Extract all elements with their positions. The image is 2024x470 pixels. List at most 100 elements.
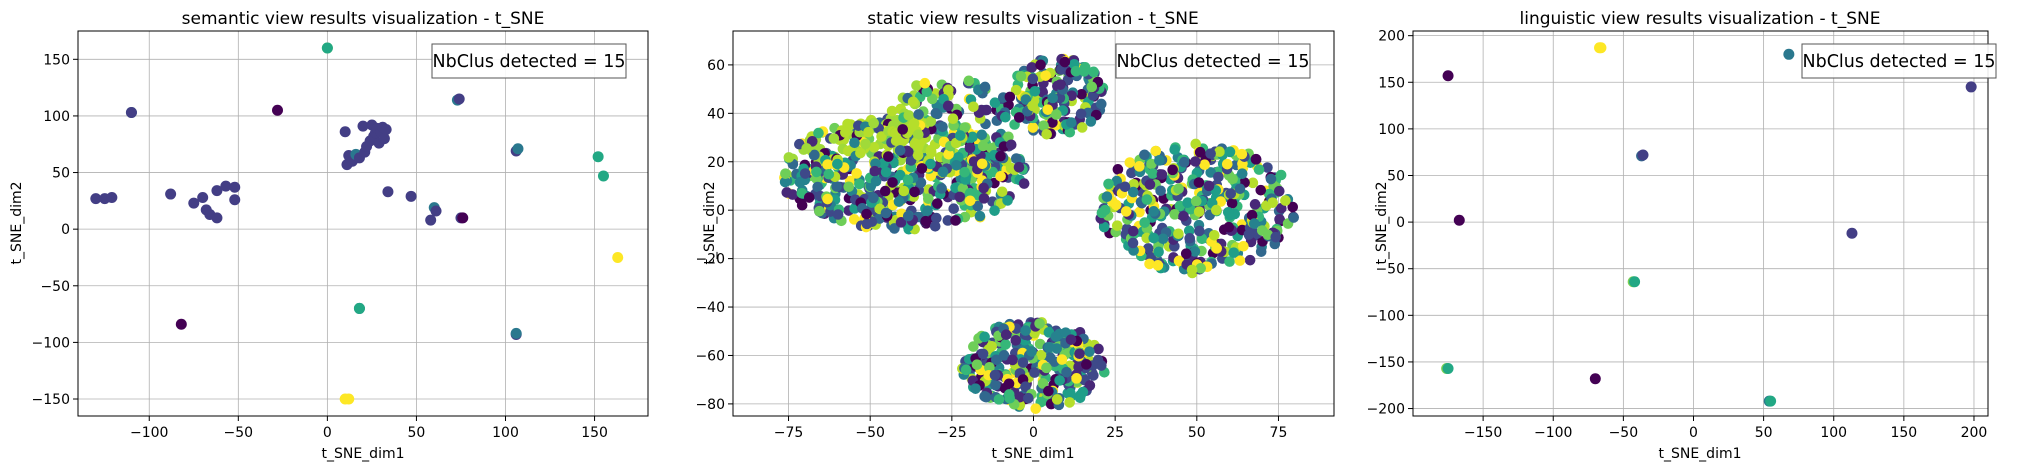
data-point (890, 135, 902, 147)
data-point (870, 158, 881, 169)
data-point (984, 362, 995, 373)
data-point (916, 163, 928, 174)
data-point (1020, 94, 1032, 105)
x-tick-label: −75 (774, 425, 804, 441)
data-point (1178, 156, 1190, 168)
data-point (597, 170, 609, 182)
data-point (211, 185, 223, 197)
data-point (1595, 42, 1607, 54)
data-point (405, 190, 417, 202)
data-point (343, 393, 355, 405)
data-point (976, 158, 988, 170)
x-tick-label: 150 (581, 425, 608, 441)
data-point (783, 152, 795, 163)
data-point (950, 160, 962, 171)
y-tick-label: 50 (1387, 168, 1405, 184)
data-point (1029, 367, 1040, 378)
data-point (964, 187, 976, 199)
data-point (915, 177, 927, 188)
y-axis-label: t_SNE_dim2 (1374, 181, 1390, 264)
y-axis-label: t_SNE_dim2 (702, 181, 718, 264)
data-point (1085, 116, 1097, 127)
data-point (1144, 258, 1155, 270)
data-point (809, 149, 820, 161)
data-point (868, 142, 880, 153)
data-point (974, 210, 986, 222)
data-point (1004, 392, 1016, 404)
data-point (883, 151, 894, 162)
data-point (1256, 225, 1268, 236)
data-point (1098, 221, 1110, 233)
data-point (863, 126, 874, 138)
data-point (971, 359, 983, 370)
data-point (1088, 66, 1099, 78)
y-tick-label: 150 (1378, 75, 1405, 91)
data-point (1047, 117, 1058, 128)
data-point (1070, 65, 1082, 77)
data-point (1213, 171, 1224, 183)
data-point (920, 215, 931, 227)
data-point (887, 177, 898, 188)
x-tick-label: 50 (408, 425, 426, 441)
x-tick-label: −50 (1609, 425, 1639, 441)
data-point (1059, 56, 1071, 68)
data-point (1041, 362, 1052, 374)
data-point (1255, 184, 1267, 196)
data-point (1267, 197, 1278, 208)
data-point (1194, 146, 1206, 158)
data-point (959, 122, 971, 133)
data-point (912, 129, 924, 140)
linguistic-view-chart: linguistic view results visualization - … (1367, 9, 1997, 462)
data-point (430, 205, 442, 217)
data-points (1441, 42, 1977, 407)
data-point (1051, 109, 1062, 120)
data-point (1005, 139, 1017, 151)
data-point (822, 193, 833, 205)
data-point (457, 212, 469, 224)
data-point (612, 251, 624, 263)
data-point (1018, 178, 1030, 189)
data-point (211, 212, 223, 224)
data-point (1182, 197, 1193, 209)
data-point (1262, 162, 1273, 173)
data-point (1061, 366, 1072, 378)
data-point (870, 175, 882, 187)
data-point (978, 193, 990, 204)
data-point (1193, 177, 1205, 188)
data-point (959, 166, 970, 178)
data-point (1027, 73, 1039, 85)
data-point (1442, 362, 1454, 374)
data-point (380, 124, 392, 136)
data-point (1255, 246, 1267, 257)
data-point (1003, 131, 1014, 143)
grid-lines (78, 31, 648, 416)
data-point (1128, 178, 1140, 190)
data-point (1215, 196, 1227, 207)
data-point (1589, 373, 1601, 385)
data-point (1099, 204, 1111, 216)
data-point (936, 183, 947, 194)
y-tick-label: −100 (32, 335, 70, 351)
data-point (989, 369, 1001, 381)
data-point (937, 166, 949, 178)
data-point (1288, 212, 1299, 223)
data-point (942, 100, 954, 112)
data-point (1211, 204, 1222, 216)
data-point (1173, 183, 1184, 195)
data-point (1043, 385, 1054, 397)
chart-title: semantic view results visualization - t_… (182, 9, 545, 29)
data-point (931, 212, 942, 224)
data-point (1112, 164, 1124, 175)
data-point (1139, 149, 1150, 161)
data-point (919, 77, 931, 89)
data-point (1096, 360, 1107, 371)
y-tick-label: −200 (1367, 402, 1405, 418)
data-point (943, 84, 954, 96)
data-point (1274, 213, 1285, 225)
data-point (165, 188, 177, 200)
data-point (106, 191, 118, 203)
data-point (1139, 217, 1151, 228)
data-point (1765, 395, 1777, 407)
y-tick-label: −20 (695, 252, 725, 268)
data-point (1002, 195, 1013, 206)
